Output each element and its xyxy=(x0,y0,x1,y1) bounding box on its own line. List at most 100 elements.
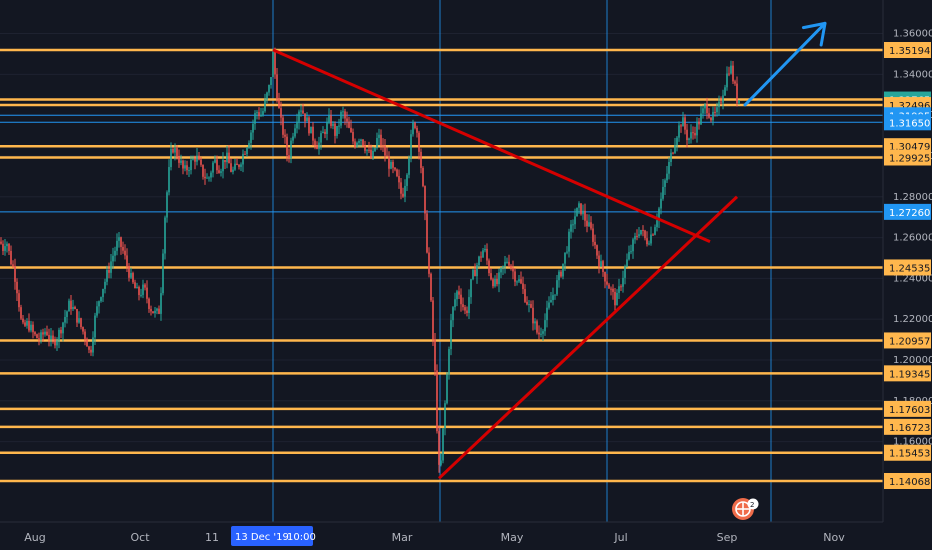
price-level-badge-label: 1.20957 xyxy=(889,336,930,347)
candle-body xyxy=(652,234,654,236)
candle-body xyxy=(454,299,456,308)
time-tick-label: Jul xyxy=(613,531,627,544)
candle-body xyxy=(46,331,48,335)
candle-body xyxy=(54,339,56,346)
candle-body xyxy=(698,121,700,125)
candle-body xyxy=(32,324,34,333)
candle-body xyxy=(256,112,258,114)
candle-body xyxy=(38,338,40,340)
candle-body xyxy=(658,208,660,221)
candle-body xyxy=(212,162,214,173)
candle-body xyxy=(282,117,284,135)
candle-body xyxy=(324,131,326,134)
candle-body xyxy=(406,174,408,186)
candle-body xyxy=(554,294,556,296)
candle-body xyxy=(172,148,174,153)
price-tick-label: 1.36000 xyxy=(893,29,932,40)
candle-body xyxy=(368,149,370,151)
candle-body xyxy=(528,304,530,306)
candle-body xyxy=(24,322,26,326)
candle-body xyxy=(466,310,468,313)
candle-body xyxy=(112,255,114,262)
candle-body xyxy=(518,279,520,282)
candle-body xyxy=(510,265,512,268)
candle-body xyxy=(396,169,398,177)
candle-body xyxy=(696,121,698,136)
candle-body xyxy=(648,243,650,245)
candle-body xyxy=(572,224,574,226)
candle-body xyxy=(702,108,704,114)
candle-body xyxy=(62,322,64,334)
candle-body xyxy=(0,241,2,244)
candle-body xyxy=(470,279,472,298)
candle-body xyxy=(296,121,298,129)
candle-body xyxy=(616,292,618,306)
candle-body xyxy=(550,300,552,303)
candle-body xyxy=(130,273,132,278)
candle-body xyxy=(496,278,498,285)
candle-body xyxy=(66,311,68,317)
crosshair-time-badge: 13 Dec '19 10:00 xyxy=(231,526,316,546)
candle-body xyxy=(384,146,386,156)
candle-body xyxy=(614,291,616,306)
candle-body xyxy=(570,224,572,232)
candle-body xyxy=(72,307,74,310)
candle-body xyxy=(352,132,354,142)
target-arrow-shaft[interactable] xyxy=(743,21,827,107)
candle-body xyxy=(108,270,110,273)
time-axis-background[interactable] xyxy=(0,522,932,550)
candle-body xyxy=(232,169,234,172)
candle-body xyxy=(216,159,218,171)
candle-body xyxy=(558,271,560,281)
candle-body xyxy=(188,170,190,172)
candle-body xyxy=(522,283,524,290)
candle-body xyxy=(404,185,406,197)
price-tick-label: 1.20000 xyxy=(893,355,932,366)
candle-body xyxy=(442,428,444,461)
candle-body xyxy=(346,118,348,122)
candle-body xyxy=(64,316,66,323)
candle-body xyxy=(78,318,80,323)
candle-body xyxy=(642,229,644,231)
candle-body xyxy=(714,111,716,113)
candle-body xyxy=(724,87,726,96)
candle-body xyxy=(316,145,318,150)
candle-body xyxy=(98,301,100,307)
candle-body xyxy=(52,335,54,340)
candle-body xyxy=(480,256,482,258)
trendline[interactable] xyxy=(437,195,739,480)
candle-body xyxy=(692,132,694,134)
candle-body xyxy=(260,114,262,117)
candle-body xyxy=(194,158,196,162)
candle-body xyxy=(646,238,648,245)
candle-body xyxy=(730,65,732,74)
candle-body xyxy=(150,308,152,312)
candle-body xyxy=(420,151,422,168)
price-level-badge-label: 1.30479 xyxy=(889,142,930,153)
price-level-badge-label: 1.19345 xyxy=(889,369,930,380)
price-level-badge-label: 1.32496 xyxy=(889,101,930,112)
candle-body xyxy=(532,307,534,324)
candle-body xyxy=(50,335,52,340)
candle-body xyxy=(28,320,30,331)
candle-body xyxy=(134,282,136,289)
candle-body xyxy=(226,152,228,163)
trendline[interactable] xyxy=(272,48,711,244)
candle-body xyxy=(228,152,230,164)
candle-body xyxy=(336,125,338,136)
candle-body xyxy=(684,117,686,130)
candle-body xyxy=(340,111,342,126)
candle-body xyxy=(220,171,222,173)
candle-body xyxy=(132,273,134,283)
candle-body xyxy=(512,267,514,272)
candle-body xyxy=(576,207,578,217)
candle-body xyxy=(144,284,146,288)
candle-body xyxy=(128,266,130,278)
target-arrow-head[interactable] xyxy=(801,21,827,47)
candle-body xyxy=(394,167,396,170)
candle-body xyxy=(426,213,428,253)
candle-body xyxy=(178,157,180,163)
price-level-badge-label: 1.29925 xyxy=(889,153,930,164)
time-tick-label: Oct xyxy=(130,531,150,544)
